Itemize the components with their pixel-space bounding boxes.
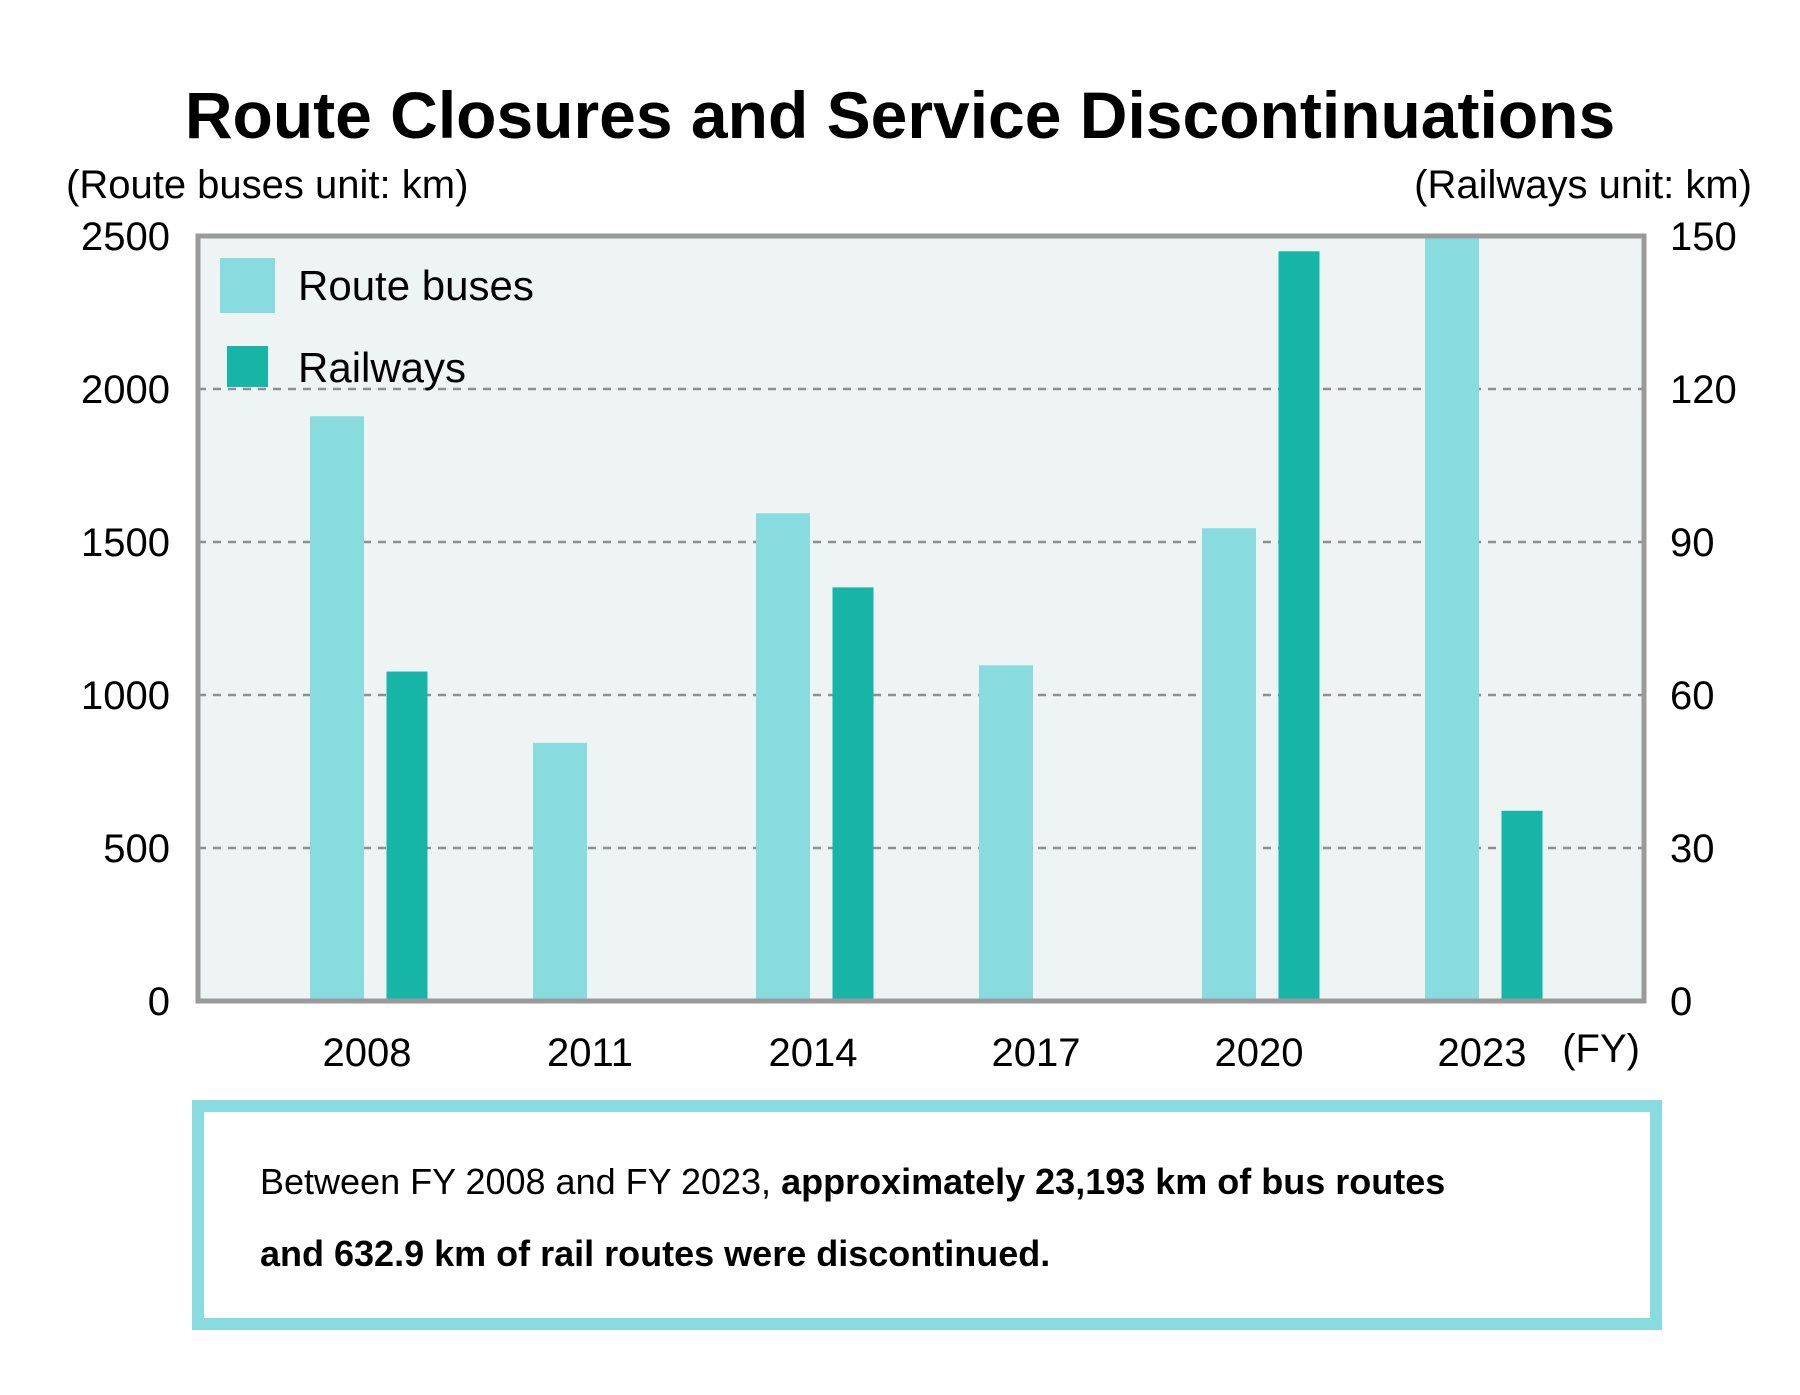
x-tick-label: 2017 bbox=[992, 1031, 1081, 1075]
right-tick-label: 30 bbox=[1670, 827, 1715, 871]
bar-route-buses-2014 bbox=[756, 513, 810, 1001]
note-prefix: Between FY 2008 and FY 2023, bbox=[260, 1161, 782, 1202]
legend: Route buses Railways bbox=[220, 258, 534, 391]
legend-swatch-railways bbox=[227, 346, 268, 387]
x-tick-label: 2014 bbox=[769, 1031, 858, 1075]
bar-railways-2008 bbox=[386, 671, 428, 1001]
bar-railways-2023 bbox=[1501, 810, 1543, 1001]
legend-label-route-buses: Route buses bbox=[298, 262, 534, 309]
left-axis: 0 500 1000 1500 2000 2500 bbox=[81, 215, 170, 1024]
bar-route-buses-2023 bbox=[1425, 236, 1479, 1001]
x-axis-unit-label: (FY) bbox=[1562, 1027, 1640, 1071]
left-tick-label: 2000 bbox=[81, 368, 170, 412]
bar-route-buses-2020 bbox=[1202, 528, 1256, 1001]
left-tick-label: 2500 bbox=[81, 215, 170, 259]
x-tick-label: 2008 bbox=[323, 1031, 412, 1075]
right-axis-unit-label: (Railways unit: km) bbox=[1414, 163, 1752, 207]
right-tick-label: 120 bbox=[1670, 368, 1737, 412]
right-axis: 0 30 60 90 120 150 bbox=[1670, 215, 1737, 1024]
right-tick-label: 90 bbox=[1670, 521, 1715, 565]
bar-railways-2014 bbox=[832, 587, 874, 1001]
x-tick-label: 2023 bbox=[1438, 1031, 1527, 1075]
note-bold-rail: and 632.9 km of rail routes were discont… bbox=[260, 1233, 1051, 1274]
gridlines bbox=[198, 387, 1644, 850]
x-tick-label: 2020 bbox=[1215, 1031, 1304, 1075]
legend-label-railways: Railways bbox=[298, 344, 466, 391]
plot-frame bbox=[195, 233, 1647, 1004]
bar-route-buses-2008 bbox=[310, 416, 364, 1001]
bar-route-buses-2017 bbox=[979, 665, 1033, 1001]
plot-area bbox=[198, 236, 1644, 1001]
left-tick-label: 0 bbox=[148, 980, 170, 1024]
bar-railways-2020 bbox=[1278, 251, 1320, 1002]
left-axis-unit-label: (Route buses unit: km) bbox=[66, 163, 468, 207]
note-bold-bus: approximately 23,193 km of bus routes bbox=[781, 1161, 1446, 1202]
right-tick-label: 0 bbox=[1670, 980, 1692, 1024]
left-tick-label: 500 bbox=[103, 827, 170, 871]
bars bbox=[310, 236, 1543, 1002]
x-tick-label: 2011 bbox=[547, 1031, 633, 1075]
left-tick-label: 1000 bbox=[81, 674, 170, 718]
chart-title: Route Closures and Service Discontinuati… bbox=[185, 78, 1615, 152]
right-tick-label: 60 bbox=[1670, 674, 1715, 718]
legend-swatch-route-buses bbox=[220, 258, 275, 313]
bar-route-buses-2011 bbox=[533, 742, 587, 1001]
left-tick-label: 1500 bbox=[81, 521, 170, 565]
summary-note-text: Between FY 2008 and FY 2023, approximate… bbox=[260, 1146, 1610, 1290]
right-tick-label: 150 bbox=[1670, 215, 1737, 259]
x-axis: 2008 2011 2014 2017 2020 2023 bbox=[323, 1031, 1527, 1075]
summary-note-box: Between FY 2008 and FY 2023, approximate… bbox=[192, 1100, 1662, 1330]
